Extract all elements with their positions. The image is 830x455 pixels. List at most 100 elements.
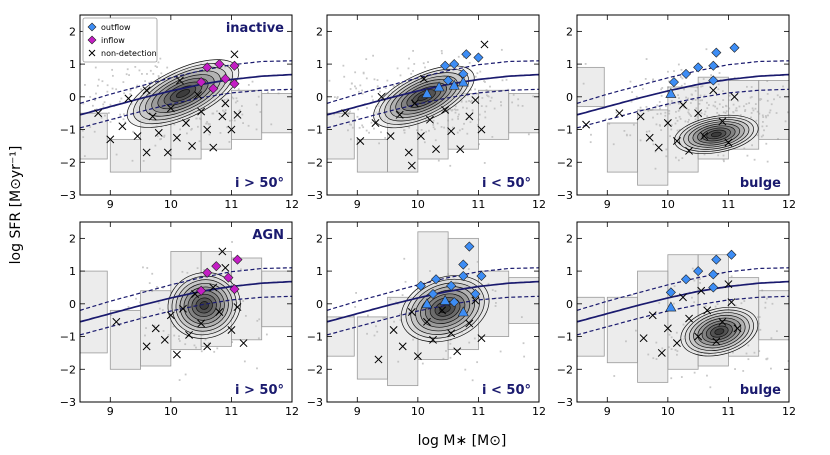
scatter-point bbox=[752, 109, 755, 112]
scatter-point bbox=[413, 63, 416, 65]
scatter-point bbox=[449, 339, 452, 342]
scatter-point bbox=[151, 272, 154, 275]
scatter-point bbox=[466, 94, 469, 97]
scatter-point bbox=[737, 100, 740, 103]
scatter-point bbox=[462, 55, 465, 58]
scatter-point bbox=[779, 96, 781, 99]
scatter-point bbox=[185, 119, 188, 122]
non-detection-marker bbox=[160, 335, 169, 344]
scatter-point bbox=[484, 81, 486, 83]
scatter-point bbox=[612, 143, 615, 146]
scatter-point bbox=[244, 314, 247, 317]
scatter-point bbox=[229, 119, 231, 122]
scatter-point bbox=[198, 117, 201, 120]
non-detection-marker bbox=[407, 161, 416, 170]
scatter-point bbox=[471, 111, 474, 114]
scatter-point bbox=[365, 58, 368, 61]
x-tick-label: 10 bbox=[661, 198, 675, 211]
scatter-point bbox=[427, 61, 429, 63]
y-tick-label: −3 bbox=[60, 189, 76, 202]
scatter-point bbox=[190, 128, 193, 131]
scatter-point bbox=[735, 109, 738, 112]
scatter-point bbox=[111, 87, 114, 90]
y-tick-label: −2 bbox=[307, 156, 323, 169]
scatter-point bbox=[660, 129, 663, 131]
scatter-point bbox=[333, 96, 336, 99]
y-tick-label: 1 bbox=[69, 265, 76, 278]
scatter-point bbox=[140, 88, 143, 91]
scatter-point bbox=[148, 282, 151, 284]
legend-label: inflow bbox=[101, 36, 125, 45]
outflow-marker bbox=[729, 42, 740, 53]
inflow-marker bbox=[211, 261, 222, 272]
y-tick-label: −1 bbox=[557, 124, 573, 137]
scatter-point bbox=[396, 67, 399, 70]
y-tick-label: −2 bbox=[60, 156, 76, 169]
y-tick-label: 0 bbox=[566, 298, 573, 311]
y-tick-label: −2 bbox=[557, 156, 573, 169]
scatter-point bbox=[157, 75, 160, 77]
scatter-point bbox=[457, 118, 459, 120]
scatter-point bbox=[517, 98, 520, 101]
scatter-point bbox=[520, 316, 523, 319]
x-tick-label: 11 bbox=[721, 198, 735, 211]
legend-label: non-detection bbox=[101, 49, 157, 58]
scatter-point bbox=[109, 121, 112, 123]
scatter-point bbox=[240, 268, 242, 271]
scatter-point bbox=[403, 131, 406, 134]
scatter-point bbox=[333, 113, 335, 116]
scatter-point bbox=[670, 124, 673, 127]
scatter-point bbox=[717, 83, 720, 86]
scatter-point bbox=[766, 80, 769, 82]
scatter-point bbox=[366, 107, 368, 109]
scatter-point bbox=[687, 111, 690, 114]
plot-area bbox=[80, 241, 292, 381]
scatter-point bbox=[142, 266, 144, 269]
y-tick-label: 0 bbox=[316, 91, 323, 104]
non-detection-marker bbox=[465, 319, 474, 328]
scatter-point bbox=[111, 68, 114, 71]
outflow-marker bbox=[470, 288, 481, 300]
scatter-point bbox=[139, 301, 141, 304]
scatter-point bbox=[368, 131, 370, 134]
scatter-point bbox=[408, 126, 411, 129]
scatter-point bbox=[689, 102, 692, 104]
scatter-point bbox=[403, 257, 406, 260]
y-tick-label: −3 bbox=[307, 396, 323, 409]
scatter-point bbox=[647, 353, 650, 356]
scatter-point bbox=[714, 105, 717, 108]
scatter-point bbox=[89, 126, 92, 128]
scatter-point bbox=[765, 297, 768, 300]
scatter-point bbox=[421, 362, 424, 365]
scatter-point bbox=[119, 113, 121, 116]
scatter-point bbox=[429, 270, 431, 272]
non-detection-marker bbox=[404, 148, 413, 157]
scatter-point bbox=[228, 141, 231, 143]
scatter-point bbox=[750, 86, 753, 88]
scatter-point bbox=[193, 344, 196, 347]
non-detection-marker bbox=[209, 283, 218, 292]
scatter-point bbox=[213, 350, 216, 353]
scatter-point bbox=[123, 92, 126, 95]
scatter-point bbox=[445, 350, 447, 352]
scatter-point bbox=[674, 349, 677, 351]
scatter-point bbox=[428, 129, 430, 132]
scatter-point bbox=[755, 119, 758, 122]
scatter-point bbox=[454, 109, 457, 111]
non-detection-marker bbox=[148, 112, 157, 121]
scatter-point bbox=[668, 333, 671, 336]
scatter-point bbox=[449, 108, 452, 111]
scatter-point bbox=[392, 85, 395, 88]
non-detection-marker bbox=[151, 324, 160, 333]
density-contour bbox=[710, 131, 722, 138]
non-detection-marker bbox=[94, 109, 103, 118]
scatter-point bbox=[694, 89, 697, 92]
inflow-marker bbox=[196, 285, 207, 296]
y-tick-label: 0 bbox=[69, 298, 76, 311]
scatter-point bbox=[97, 78, 100, 81]
scatter-point bbox=[259, 85, 261, 87]
inflow-marker bbox=[232, 254, 243, 265]
scatter-point bbox=[299, 112, 301, 114]
